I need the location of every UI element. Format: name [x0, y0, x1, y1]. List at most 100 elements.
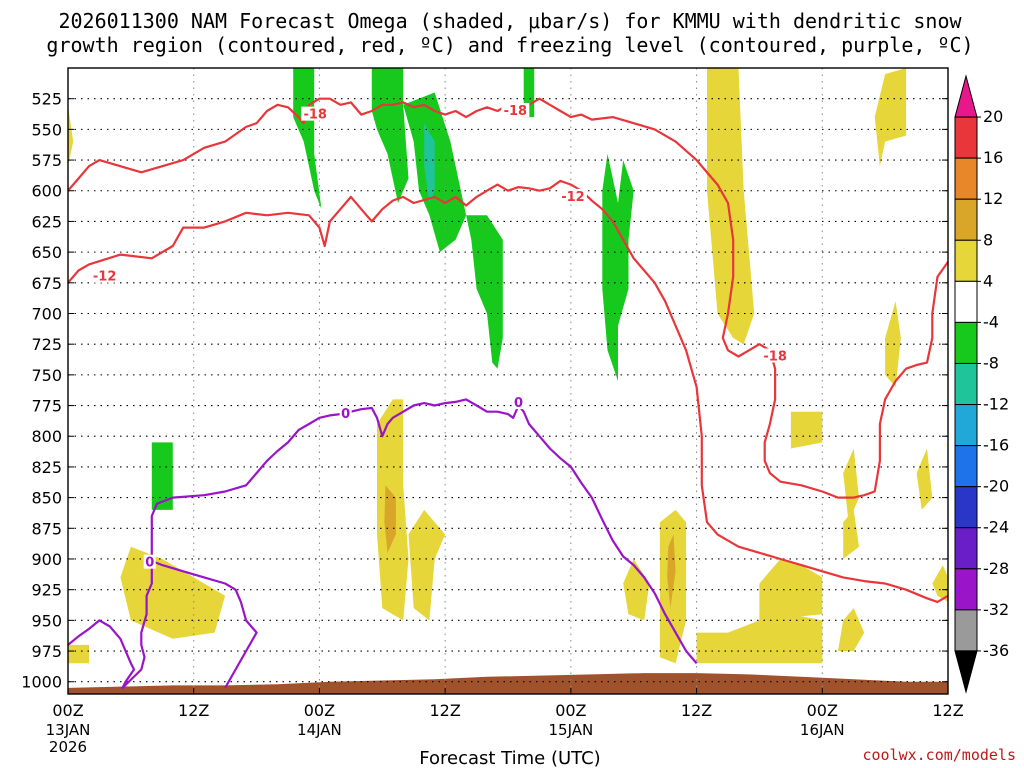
omega-region-upward-motion-1	[293, 68, 322, 210]
colorbar-bin-8	[954, 404, 978, 447]
contour-label-bg-0	[90, 268, 119, 283]
x-tick-date-2: 14JAN	[297, 721, 342, 739]
colorbar-bin-4	[954, 239, 978, 282]
colorbar-bin-2	[954, 157, 978, 200]
colorbar-label-5: -4	[983, 312, 999, 331]
x-axis-label: Forecast Time (UTC)	[419, 748, 600, 768]
colorbar: 20 16 12 8 4 -4 -8 -12 -16 -20 -24 -28 -32 -36	[954, 74, 1009, 694]
omega-region-sinking-motion-18	[68, 644, 89, 664]
dendritic-minus-18-contour	[68, 97, 948, 499]
colorbar-bin-bottom	[954, 650, 978, 694]
omega-region-sinking-motion-16	[916, 448, 933, 510]
colorbar-bin-10	[954, 486, 978, 529]
omega-region-upward-motion-3	[403, 92, 503, 369]
colorbar-label-10: -24	[983, 518, 1009, 537]
colorbar-bin-3	[954, 198, 978, 241]
dendritic-minus-12-contour	[68, 179, 948, 604]
omega-region-sinking-motion-core-2	[667, 534, 676, 609]
chart-title-line-1: 2026011300 NAM Forecast Omega (shaded, μ…	[58, 9, 962, 33]
omega-region-upward-motion-2	[371, 68, 409, 203]
contour-label-5: 0	[341, 407, 350, 422]
y-tick-label-675: 675	[31, 274, 62, 293]
y-tick-label-575: 575	[31, 151, 62, 170]
y-tick-label-525: 525	[31, 90, 62, 109]
freezing-level-contour	[68, 398, 698, 690]
x-tick-label-1: 12Z	[178, 701, 209, 720]
y-tick-label-1000: 1000	[21, 673, 62, 692]
contour-layer: -12 -12 -18 -18 -18 0 0 0	[68, 97, 948, 690]
omega-region-sinking-motion-10	[790, 411, 823, 449]
y-tick-label-975: 975	[31, 642, 62, 661]
contour-label-3: -18	[504, 104, 528, 119]
contour-label-1: -12	[561, 190, 585, 205]
omega-region-upward-motion-core	[424, 123, 435, 203]
contour-label-bg-3	[501, 102, 530, 117]
colorbar-label-9: -20	[983, 477, 1009, 496]
credit-text[interactable]: coolwx.com/models	[862, 746, 1016, 764]
colorbar-bin-11	[954, 527, 978, 570]
contour-label-bg-6	[512, 395, 525, 410]
y-tick-label-775: 775	[31, 397, 62, 416]
x-tick-date-4: 15JAN	[548, 721, 593, 739]
y-tick-label-650: 650	[31, 243, 62, 262]
freezing-level-contour-2	[146, 557, 258, 689]
y-tick-label-900: 900	[31, 550, 62, 569]
colorbar-label-4: 4	[983, 271, 993, 290]
omega-region-sinking-motion-12	[885, 301, 901, 388]
grid-layer	[68, 68, 948, 694]
contour-label-2: -18	[303, 108, 327, 123]
omega-region-sinking-motion-5	[408, 509, 446, 621]
colorbar-bin-6	[954, 321, 978, 364]
x-tick-label-0: 00Z	[52, 701, 83, 720]
colorbar-bin-13	[954, 609, 978, 652]
omega-region-sinking-motion-3	[68, 104, 74, 167]
omega-region-sinking-motion-17	[932, 565, 948, 602]
y-tick-label-625: 625	[31, 212, 62, 231]
colorbar-label-0: 20	[983, 107, 1003, 126]
x-tick-label-7: 12Z	[932, 701, 963, 720]
x-tick-label-5: 12Z	[681, 701, 712, 720]
y-tick-label-750: 750	[31, 366, 62, 385]
x-tick-label-4: 00Z	[555, 701, 586, 720]
colorbar-label-7: -12	[983, 395, 1009, 414]
y-tick-label-925: 925	[31, 581, 62, 600]
contour-label-4: -18	[763, 349, 787, 364]
x-tick-label-3: 12Z	[429, 701, 460, 720]
colorbar-bin-top	[954, 74, 978, 118]
axes-layer: 525 550 575 600 625 650 675 700 725 750 775 800 825 8…	[21, 67, 964, 756]
colorbar-label-8: -16	[983, 436, 1009, 455]
omega-region-upward-motion-6	[151, 442, 173, 510]
colorbar-bin-12	[954, 568, 978, 611]
x-tick-label-2: 00Z	[304, 701, 335, 720]
x-tick-date-0: 13JAN	[46, 721, 91, 739]
y-tick-label-700: 700	[31, 304, 62, 323]
terrain-layer	[68, 673, 948, 694]
contour-label-bg-2	[301, 106, 330, 121]
omega-region-sinking-motion-1	[707, 68, 755, 345]
contour-label-7: 0	[145, 556, 154, 571]
y-tick-label-600: 600	[31, 182, 62, 201]
omega-region-sinking-motion-8	[696, 614, 823, 664]
chart-title-line-2: growth region (contoured, red, ºC) and f…	[46, 33, 973, 57]
contour-label-bg-1	[558, 188, 587, 203]
contour-label-bg-4	[761, 348, 790, 363]
y-tick-label-800: 800	[31, 427, 62, 446]
contour-label-0: -12	[93, 270, 117, 285]
contour-label-6: 0	[514, 396, 523, 411]
omega-region-sinking-motion-14	[843, 509, 859, 559]
omega-region-sinking-motion-13	[843, 448, 859, 523]
contour-label-bg-5	[339, 406, 352, 421]
colorbar-label-11: -28	[983, 559, 1009, 578]
omega-region-sinking-motion-2	[874, 68, 907, 167]
contour-label-bg-7	[143, 554, 156, 569]
y-tick-label-875: 875	[31, 519, 62, 538]
colorbar-label-2: 12	[983, 189, 1003, 208]
omega-region-sinking-motion-core-1	[384, 485, 396, 553]
omega-shading-layer	[68, 68, 948, 664]
y-tick-label-550: 550	[31, 120, 62, 139]
colorbar-bin-5	[954, 280, 978, 323]
y-tick-label-825: 825	[31, 458, 62, 477]
omega-region-sinking-motion-6	[120, 546, 226, 639]
y-tick-label-850: 850	[31, 489, 62, 508]
